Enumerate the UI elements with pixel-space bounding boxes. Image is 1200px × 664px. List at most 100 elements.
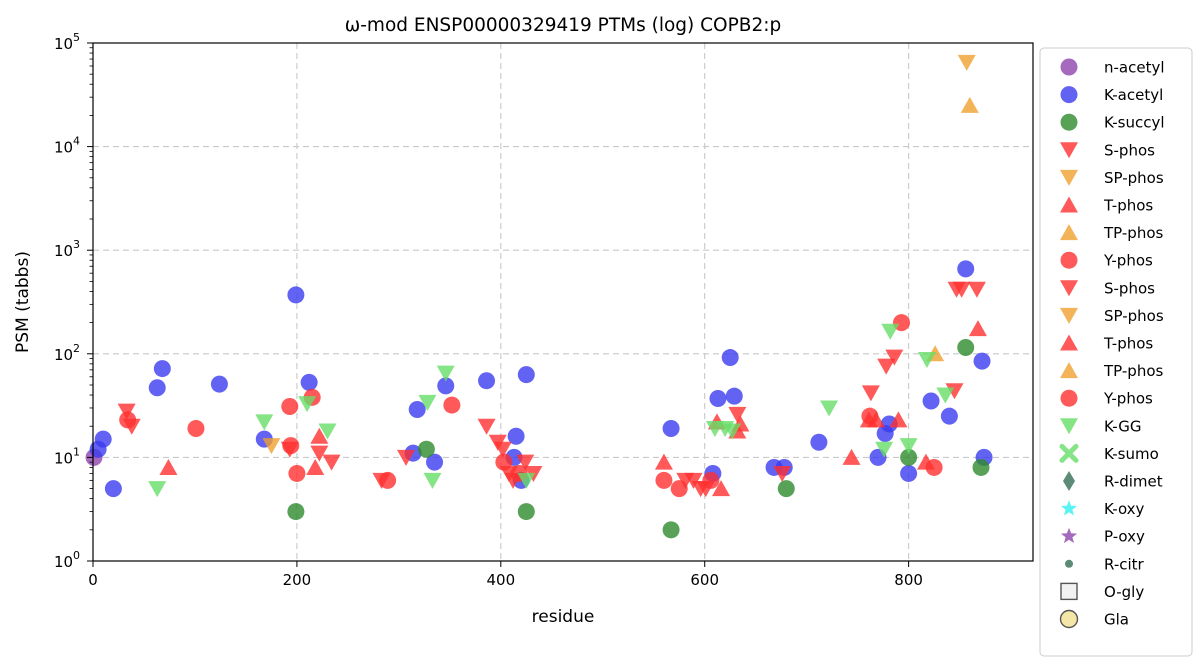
legend-marker-y-phos xyxy=(1060,251,1078,269)
legend-marker-n-acetyl xyxy=(1060,58,1078,76)
point-y-phos xyxy=(925,458,943,476)
point-y-phos xyxy=(187,420,205,438)
point-s-phos xyxy=(322,454,341,471)
point-k-succyl xyxy=(777,480,795,498)
point-y-phos xyxy=(443,396,461,414)
point-t-phos xyxy=(654,453,673,470)
point-t-phos xyxy=(159,458,178,475)
point-k-gg xyxy=(875,441,894,458)
point-s-phos xyxy=(516,454,535,471)
legend-marker-k-oxy xyxy=(1060,500,1078,516)
point-k-gg xyxy=(917,352,936,369)
point-k-gg xyxy=(418,394,437,411)
legend: n-acetyl K-acetyl K-succyl S-phos SP-phos T-p… xyxy=(1039,47,1193,657)
point-k-gg xyxy=(820,400,839,417)
point-s-phos xyxy=(477,418,496,435)
legend-label-k-gg: K-GG xyxy=(1104,417,1141,435)
point-k-acetyl xyxy=(408,400,426,418)
plot-frame xyxy=(92,42,1034,562)
legend-label-r-dimet: R-dimet xyxy=(1104,473,1163,491)
point-t-phos xyxy=(712,480,731,497)
legend-label-tp-phos: TP-phos xyxy=(1103,224,1163,242)
point-k-gg xyxy=(255,414,274,431)
point-k-gg xyxy=(298,396,317,413)
point-s-phos xyxy=(967,281,986,298)
point-k-acetyl xyxy=(426,453,444,471)
point-s-phos xyxy=(728,406,747,423)
legend-label-s-phos: S-phos xyxy=(1104,279,1155,297)
point-s-phos xyxy=(773,465,792,482)
x-tick-label: 800 xyxy=(894,571,923,589)
point-y-phos xyxy=(288,464,306,482)
point-k-acetyl xyxy=(478,372,496,390)
legend-marker-o-gly xyxy=(1060,582,1078,601)
point-s-phos xyxy=(952,281,971,298)
x-tick-label: 200 xyxy=(283,571,312,589)
point-k-gg xyxy=(899,438,918,455)
legend-marker-tp-phos xyxy=(1060,362,1078,379)
legend-label-p-oxy: P-oxy xyxy=(1104,528,1145,546)
point-k-gg xyxy=(436,365,455,382)
point-k-acetyl xyxy=(210,375,228,393)
legend-label-r-citr: R-citr xyxy=(1104,555,1145,573)
legend-label-o-gly: O-gly xyxy=(1104,583,1144,601)
legend-marker-s-phos xyxy=(1060,280,1078,297)
legend-label-y-phos: Y-phos xyxy=(1103,252,1153,270)
point-k-acetyl xyxy=(148,379,166,397)
point-k-succyl xyxy=(900,448,918,466)
point-k-succyl xyxy=(972,458,990,476)
x-axis-label: residue xyxy=(532,607,595,627)
legend-label-sp-phos: SP-phos xyxy=(1104,169,1164,187)
legend-marker-gla xyxy=(1059,609,1079,629)
point-t-phos xyxy=(306,458,325,475)
point-t-phos xyxy=(310,427,329,444)
legend-label-k-succyl: K-succyl xyxy=(1104,114,1165,132)
point-k-gg xyxy=(423,472,442,489)
point-k-acetyl xyxy=(880,415,898,433)
legend-label-s-phos: S-phos xyxy=(1104,141,1155,159)
point-k-acetyl xyxy=(973,352,991,370)
point-k-succyl xyxy=(417,440,435,458)
point-s-phos xyxy=(493,441,512,458)
point-k-acetyl xyxy=(940,407,958,425)
legend-label-t-phos: T-phos xyxy=(1103,335,1153,353)
legend-label-n-acetyl: n-acetyl xyxy=(1104,59,1165,77)
point-s-phos xyxy=(885,349,904,366)
legend-marker-t-phos xyxy=(1060,196,1078,213)
chart-title: ω-mod ENSP00000329419 PTMs (log) COPB2:p xyxy=(345,15,781,36)
y-tick-label: 100 xyxy=(54,549,80,571)
point-k-acetyl xyxy=(709,390,727,408)
legend-marker-k-gg xyxy=(1060,418,1078,435)
point-k-acetyl xyxy=(810,433,828,451)
legend-marker-sp-phos xyxy=(1060,307,1078,324)
point-k-acetyl xyxy=(725,387,743,405)
point-s-phos xyxy=(877,358,896,375)
x-tick-label: 600 xyxy=(690,571,719,589)
point-s-phos xyxy=(396,449,415,466)
point-k-succyl xyxy=(287,503,305,521)
point-s-phos xyxy=(310,445,329,462)
point-k-acetyl xyxy=(662,420,680,438)
point-t-phos xyxy=(889,411,908,428)
point-s-phos xyxy=(945,383,964,400)
point-k-succyl xyxy=(957,339,975,357)
point-y-phos xyxy=(702,471,720,489)
legend-label-k-oxy: K-oxy xyxy=(1104,500,1145,518)
point-k-succyl xyxy=(662,521,680,539)
point-s-phos xyxy=(684,472,703,489)
point-k-acetyl xyxy=(287,286,305,304)
data-points xyxy=(85,54,993,539)
point-k-gg xyxy=(723,423,742,440)
legend-label-gla: Gla xyxy=(1104,611,1129,629)
point-k-acetyl xyxy=(721,349,739,367)
legend-marker-k-acetyl xyxy=(1060,86,1078,104)
point-y-phos xyxy=(655,471,673,489)
point-k-gg xyxy=(881,323,900,340)
point-k-acetyl xyxy=(300,373,318,391)
point-y-phos xyxy=(495,453,513,471)
point-sp-phos xyxy=(262,438,281,455)
point-y-phos xyxy=(379,471,397,489)
x-tick-label: 400 xyxy=(486,571,515,589)
point-y-phos xyxy=(281,397,299,415)
